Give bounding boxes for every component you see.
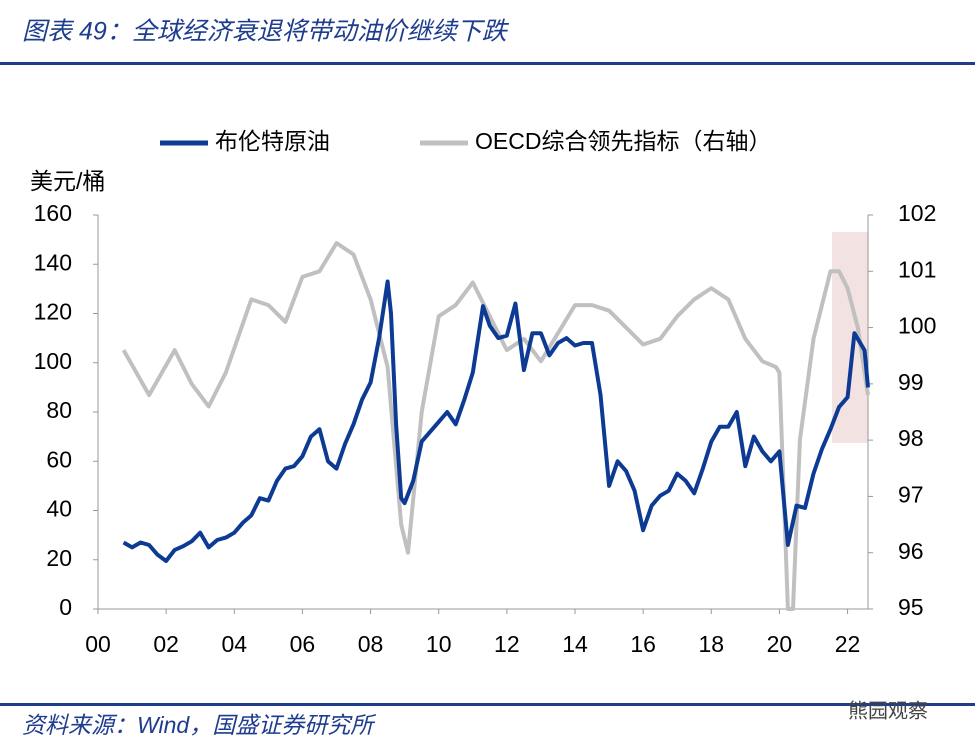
legend-label: OECD综合领先指标（右轴） xyxy=(475,128,771,154)
legend-label: 布伦特原油 xyxy=(215,128,330,154)
y-tick-label: 120 xyxy=(34,299,72,325)
y2-tick-label: 96 xyxy=(898,538,924,564)
source: 资料来源：Wind，国盛证券研究所 xyxy=(22,712,376,738)
x-tick-label: 22 xyxy=(835,631,861,657)
x-tick-label: 16 xyxy=(630,631,656,657)
series-line xyxy=(121,241,870,611)
watermark: 熊园观察 xyxy=(848,699,928,722)
header-rule xyxy=(0,62,975,65)
y2-tick-label: 102 xyxy=(898,200,936,226)
y2-tick-label: 97 xyxy=(898,482,924,508)
x-tick-label: 12 xyxy=(494,631,520,657)
series-line xyxy=(122,279,870,563)
y-tick-label: 0 xyxy=(59,594,72,620)
y-tick-label: 140 xyxy=(34,249,72,275)
y-tick-label: 160 xyxy=(34,200,72,226)
x-tick-label: 18 xyxy=(698,631,724,657)
y-tick-label: 40 xyxy=(46,496,72,522)
y2-tick-label: 101 xyxy=(898,256,936,282)
y-axis-label: 美元/桶 xyxy=(30,168,105,194)
footer-rule xyxy=(0,703,975,706)
y2-tick-label: 95 xyxy=(898,594,924,620)
y2-tick-label: 98 xyxy=(898,425,924,451)
chart-title: 图表 49：全球经济衰退将带动油价继续下跌 xyxy=(22,18,510,46)
y2-tick-label: 99 xyxy=(898,369,924,395)
x-tick-label: 00 xyxy=(85,631,111,657)
y-tick-label: 20 xyxy=(46,545,72,571)
x-tick-label: 04 xyxy=(221,631,247,657)
y-tick-label: 60 xyxy=(46,446,72,472)
x-tick-label: 06 xyxy=(290,631,316,657)
y-tick-label: 80 xyxy=(46,397,72,423)
x-tick-label: 02 xyxy=(153,631,179,657)
y-tick-label: 100 xyxy=(34,348,72,374)
x-tick-label: 08 xyxy=(358,631,384,657)
x-tick-label: 10 xyxy=(426,631,452,657)
x-tick-label: 20 xyxy=(767,631,793,657)
x-tick-label: 14 xyxy=(562,631,588,657)
y2-tick-label: 100 xyxy=(898,313,936,339)
